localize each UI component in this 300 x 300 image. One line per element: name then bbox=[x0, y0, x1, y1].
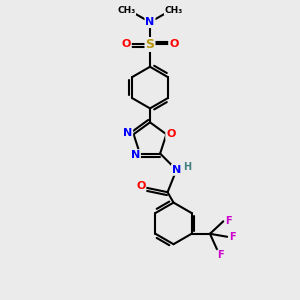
Text: O: O bbox=[166, 129, 176, 139]
Text: N: N bbox=[123, 128, 132, 138]
Text: F: F bbox=[217, 250, 224, 260]
Text: O: O bbox=[122, 40, 131, 50]
Text: N: N bbox=[131, 150, 140, 160]
Text: O: O bbox=[169, 40, 178, 50]
Text: F: F bbox=[225, 216, 232, 226]
Text: CH₃: CH₃ bbox=[117, 6, 135, 15]
Text: CH₃: CH₃ bbox=[165, 6, 183, 15]
Text: N: N bbox=[146, 17, 154, 27]
Text: H: H bbox=[183, 162, 191, 172]
Text: F: F bbox=[229, 232, 236, 242]
Text: N: N bbox=[172, 165, 181, 175]
Text: O: O bbox=[136, 181, 146, 191]
Text: S: S bbox=[146, 38, 154, 51]
